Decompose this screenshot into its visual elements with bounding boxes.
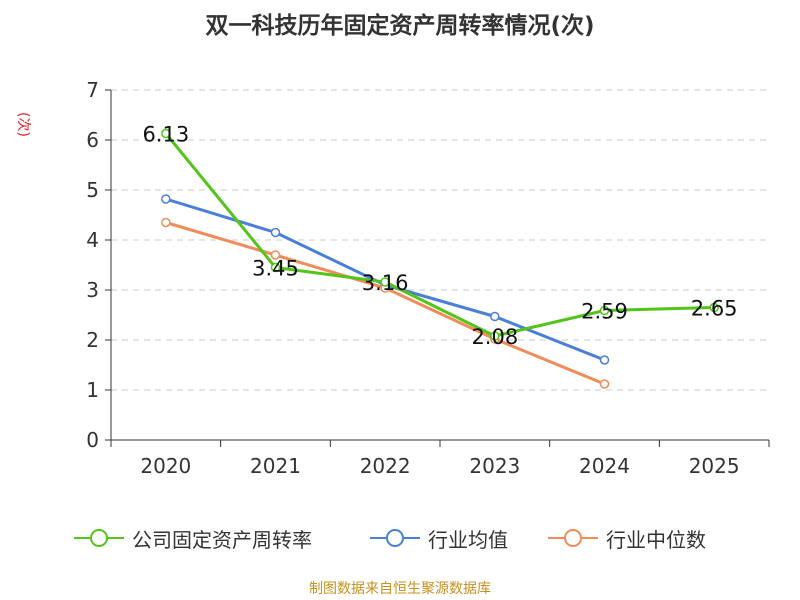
y-tick-label: 1 [86, 378, 99, 402]
grid-lines [111, 89, 769, 391]
series-line [165, 221, 606, 386]
legend-label: 公司固定资产周转率 [132, 527, 312, 552]
data-source-note: 制图数据来自恒生聚源数据库 [309, 581, 491, 597]
axes: 0 1 2 3 4 5 6 7 2020 2021 2022 2023 2024 2025 [86, 78, 770, 478]
data-label: 3.16 [362, 271, 409, 295]
legend-line-icon [370, 529, 420, 547]
y-tick-label: 4 [86, 228, 99, 252]
legend-label: 行业中位数 [606, 527, 706, 552]
data-label: 2.65 [691, 297, 738, 321]
data-point [599, 379, 610, 389]
data-point [270, 227, 281, 238]
data-point [490, 311, 500, 322]
data-point [161, 194, 171, 204]
x-tick-label: 2022 [360, 454, 411, 478]
data-label: 3.45 [252, 257, 299, 281]
legend-label: 行业均值 [428, 527, 508, 552]
y-tick-label: 2 [86, 328, 99, 352]
x-tick-label: 2025 [689, 454, 740, 478]
data-point [490, 331, 500, 341]
series-lines [161, 128, 719, 389]
legend: 公司固定资产周转率 行业均值 行业中位数 [0, 520, 800, 556]
data-point [161, 217, 171, 228]
data-label: 2.08 [471, 325, 518, 349]
series-line [164, 132, 715, 338]
y-tick-label: 6 [86, 128, 99, 152]
data-point [270, 262, 281, 273]
x-tick-label: 2020 [140, 454, 191, 478]
legend-line-icon [548, 529, 598, 547]
y-tick-label: 0 [86, 428, 99, 452]
x-tick-label: 2021 [250, 454, 301, 478]
data-point [599, 355, 610, 365]
chart-title: 双一科技历年固定资产周转率情况(次) [205, 13, 595, 39]
data-labels: 6.13 3.45 3.16 2.08 2.59 2.65 [142, 123, 737, 350]
legend-item-company[interactable]: 公司固定资产周转率 [74, 520, 312, 556]
data-label: 2.59 [581, 300, 628, 324]
data-point [709, 302, 719, 313]
data-point [599, 305, 610, 316]
legend-line-icon [74, 529, 124, 547]
legend-item-industry-median[interactable]: 行业中位数 [548, 520, 706, 556]
data-point [270, 250, 281, 260]
data-point [380, 277, 390, 287]
y-tick-label: 3 [86, 278, 99, 302]
data-point [161, 128, 171, 139]
y-tick-label: 5 [86, 178, 99, 202]
legend-item-industry-mean[interactable]: 行业均值 [370, 520, 508, 556]
data-label: 6.13 [142, 123, 189, 147]
y-tick-label: 7 [86, 78, 99, 102]
x-tick-label: 2024 [579, 454, 630, 478]
x-tick-label: 2023 [469, 454, 520, 478]
